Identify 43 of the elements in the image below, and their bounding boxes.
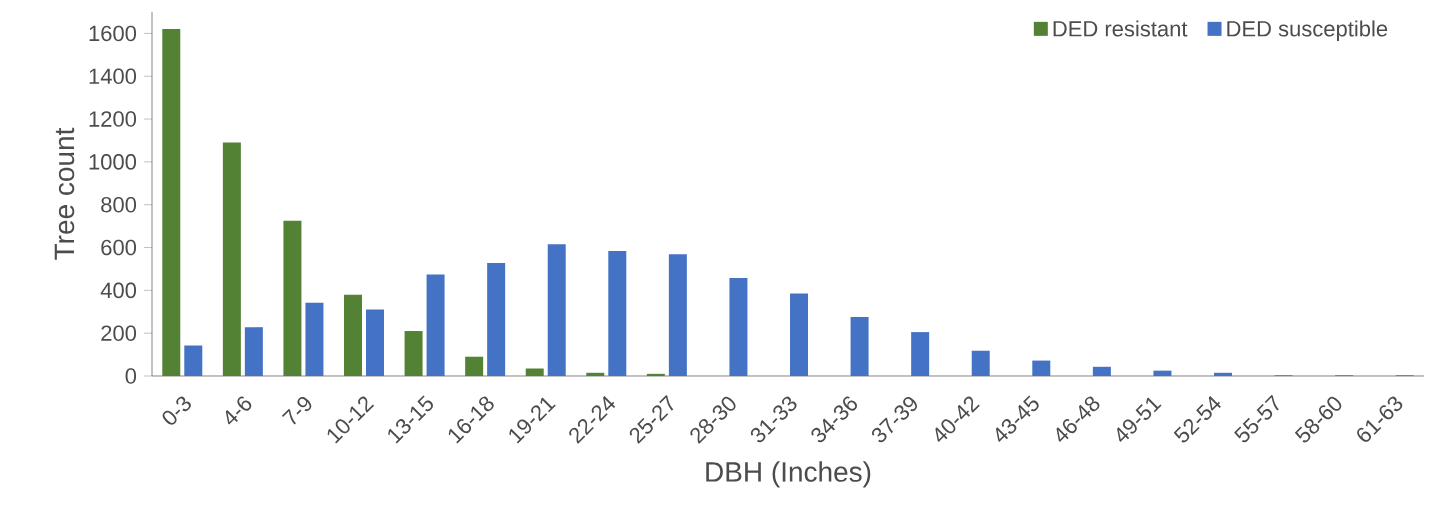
- bar: [344, 294, 362, 376]
- bar: [366, 309, 385, 376]
- bar: [465, 356, 484, 376]
- bar: [305, 302, 324, 376]
- x-axis-title: DBH (Inches): [706, 461, 871, 488]
- bar: [547, 244, 566, 376]
- legend-label: DED resistant: [1053, 20, 1188, 37]
- x-tick-label: 7-9: [281, 396, 312, 425]
- bar: [184, 345, 203, 376]
- bar: [404, 331, 423, 376]
- y-tick-label: 400: [100, 282, 137, 299]
- bar: [646, 373, 665, 376]
- bar: [1214, 372, 1233, 376]
- bar: [426, 274, 445, 376]
- x-tick-label: 0-3: [162, 396, 191, 425]
- bar: [790, 293, 808, 376]
- bar: [586, 372, 605, 376]
- bar: [1092, 366, 1111, 376]
- bar: [1153, 370, 1172, 376]
- legend-label: DED susceptible: [1227, 20, 1388, 41]
- y-axis-title: Tree count: [54, 127, 75, 260]
- y-tick-label: 200: [101, 325, 137, 341]
- bar: [222, 142, 241, 376]
- bar: [244, 327, 263, 376]
- bar: [1032, 360, 1051, 376]
- bar: [971, 350, 990, 376]
- y-tick-label: 600: [101, 239, 137, 256]
- y-tick-label: 800: [101, 196, 137, 213]
- y-tick-label: 1600: [89, 25, 137, 42]
- bar: [668, 254, 687, 376]
- bar: [283, 220, 302, 376]
- bar: [525, 368, 544, 376]
- y-tick-label: 1000: [89, 154, 137, 170]
- bar: [850, 317, 869, 376]
- bar: [608, 250, 627, 376]
- y-tick-label: 1200: [89, 111, 137, 127]
- y-tick-label: 0: [125, 368, 137, 384]
- bar: [162, 29, 181, 376]
- bar: [487, 262, 506, 376]
- bar: [729, 277, 748, 376]
- y-tick-label: 1400: [89, 68, 137, 85]
- x-tick-label: 4-6: [225, 396, 252, 425]
- bar: [911, 332, 930, 376]
